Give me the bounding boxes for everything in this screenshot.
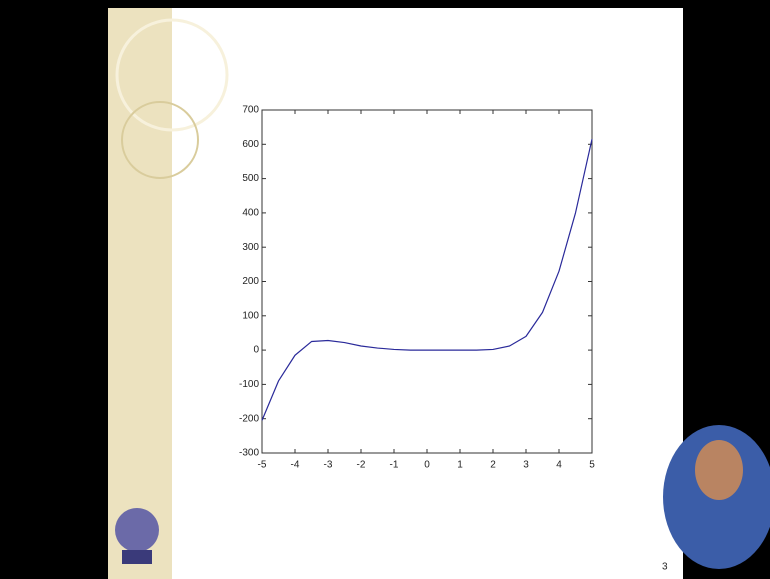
x-tick-label: -5 [258,460,267,471]
x-tick-label: 3 [523,460,529,471]
logo-base [122,550,152,564]
x-tick-label: 4 [556,460,562,471]
page: {"chart_data": {"type": "line", "x": [-5… [0,0,770,579]
x-tick-label: -4 [291,460,300,471]
side-strip [108,8,172,579]
x-tick-label: -1 [390,460,399,471]
y-tick-label: 300 [242,242,259,253]
x-tick-label: -2 [357,460,366,471]
x-tick-label: 2 [490,460,496,471]
x-tick-label: 0 [424,460,430,471]
y-tick-label: 100 [242,310,259,321]
logo [115,508,159,552]
slide-screen: 3 -300 -200 -100 0 100 200 300 400 500 600 700 -5 -4… [0,0,770,579]
y-tick-label: 600 [242,139,259,150]
y-tick-label: 400 [242,208,259,219]
page-number: 3 [662,562,668,573]
y-tick-label: -200 [239,413,259,424]
y-tick-label: -300 [239,448,259,459]
x-tick-label: 5 [589,460,595,471]
y-tick-label: 500 [242,173,259,184]
y-tick-label: 0 [253,345,259,356]
y-tick-label: -100 [239,379,259,390]
y-tick-label: 700 [242,105,259,116]
presenter-face [695,440,743,500]
plot-frame [262,110,592,453]
x-tick-label: 1 [457,460,463,471]
y-tick-label: 200 [242,276,259,287]
x-tick-label: -3 [324,460,333,471]
